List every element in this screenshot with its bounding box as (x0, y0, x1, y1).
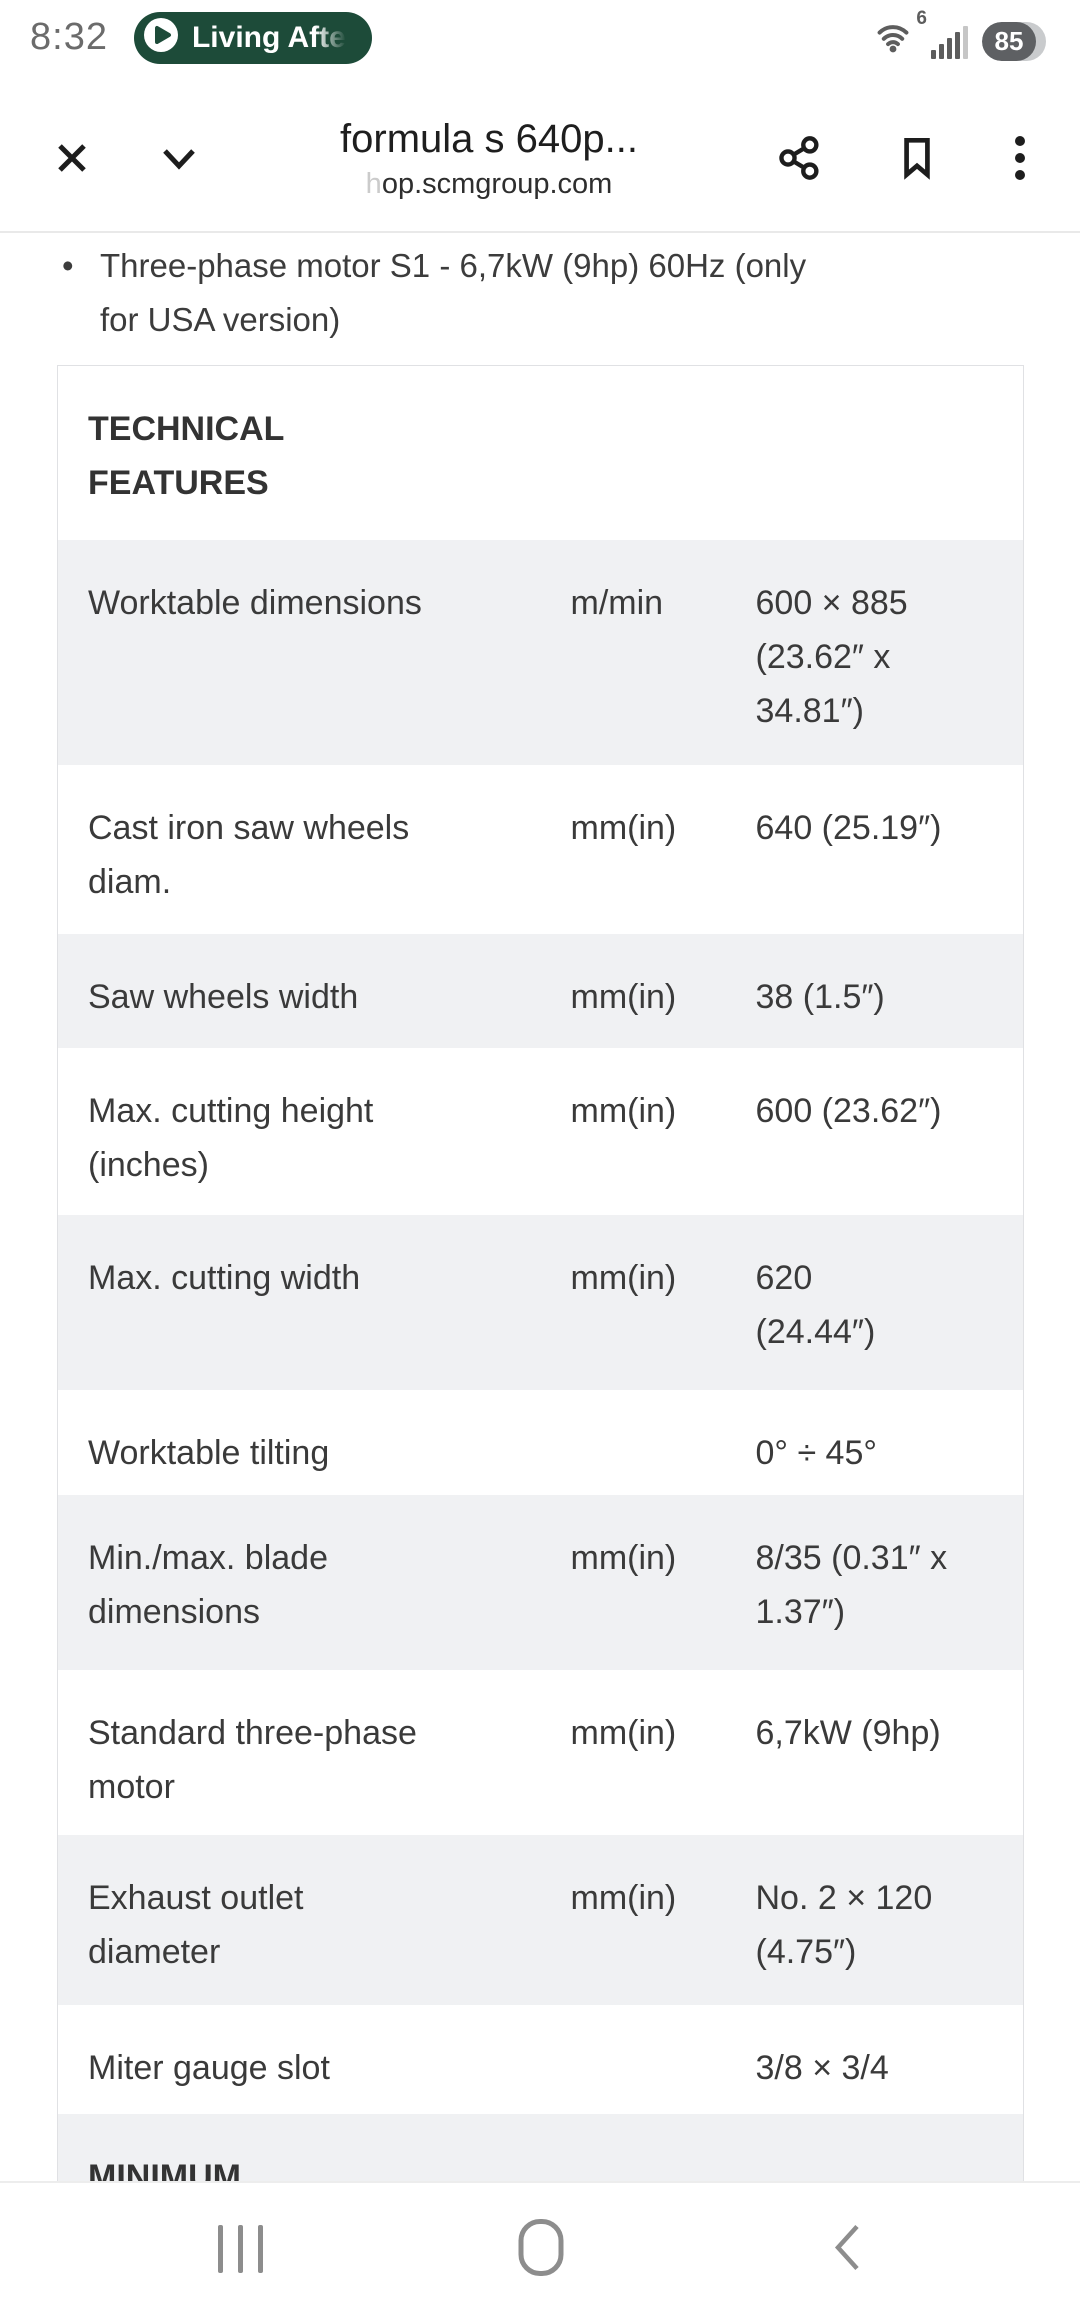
spec-unit-cell: mm(in) (570, 977, 677, 1016)
spec-label-cell: Cast iron saw wheels diam. (88, 808, 410, 901)
spec-value-cell: No. 2 × 120 (4.75″) (755, 1878, 933, 1971)
spec-label-cell: Max. cutting width (88, 1258, 361, 1297)
web-page-content: • Three-phase motor S1 - 6,7kW (9hp) 60H… (0, 233, 1080, 2181)
bullet-text: Three-phase motor S1 - 6,7kW (9hp) 60Hz … (100, 247, 807, 338)
spec-label-cell: Worktable tilting (88, 1433, 330, 1472)
recents-button[interactable] (218, 2224, 263, 2273)
table-row: Worktable dimensions m/min 600 × 885 (23… (57, 539, 1024, 765)
table-section-header-row: TECHNICAL FEATURES (58, 366, 1024, 540)
spec-label-cell: Max. cutting height (inches) (88, 1091, 374, 1184)
spec-label-cell: Standard three-phase motor (88, 1713, 417, 1806)
spec-unit-cell: mm(in) (570, 808, 677, 847)
table-row: Max. cutting height (inches) mm(in) 600 … (58, 1048, 1024, 1215)
list-item: • Three-phase motor S1 - 6,7kW (9hp) 60H… (0, 233, 1080, 347)
spec-unit-cell: mm(in) (570, 1878, 677, 1917)
spec-unit-cell: mm(in) (570, 1538, 677, 1577)
back-icon (830, 2221, 864, 2276)
spec-value-cell: 640 (25.19″) (755, 808, 942, 847)
table-row: Worktable tilting 0° ÷ 45° (58, 1390, 1024, 1495)
cell-signal-icon (931, 26, 968, 59)
spec-value-cell: 0° ÷ 45° (755, 1433, 877, 1472)
spec-unit-cell: mm(in) (570, 1713, 677, 1752)
media-notification-pill[interactable]: Living Afte (133, 11, 372, 64)
url-title-block: formula s 640p... hop.scmgroup.com (202, 117, 776, 201)
wifi-icon: 6 (871, 8, 927, 61)
table-row: Exhaust outlet diameter mm(in) No. 2 × 1… (57, 1834, 1024, 2005)
browser-toolbar: formula s 640p... hop.scmgroup.com (0, 75, 1080, 233)
table-section-header-row: MINIMUM (57, 2113, 1024, 2182)
spec-label-cell: Min./max. blade dimensions (88, 1538, 328, 1631)
spec-unit-cell: m/min (570, 583, 664, 622)
share-icon (776, 134, 824, 185)
spec-label-cell: Exhaust outlet diameter (88, 1878, 304, 1971)
spec-value-cell: 600 (23.62″) (755, 1091, 942, 1130)
spec-value-cell: 3/8 × 3/4 (755, 2048, 889, 2087)
bullet-dot: • (62, 247, 74, 284)
close-icon (50, 136, 94, 183)
back-button[interactable] (830, 2221, 864, 2276)
spec-value-cell: 600 × 885 (23.62″ x 34.81″) (755, 583, 908, 730)
spec-label-cell: Worktable dimensions (88, 583, 422, 622)
spec-value-cell: 620 (24.44″) (755, 1258, 876, 1351)
play-circle-icon (142, 16, 180, 59)
spec-unit-cell: mm(in) (570, 1258, 677, 1297)
notification-pill-label: Living Afte (191, 20, 346, 54)
bottom-nav-bar (0, 2181, 1080, 2314)
home-icon (518, 2218, 564, 2279)
table-row: Cast iron saw wheels diam. mm(in) 640 (2… (58, 765, 1024, 934)
url-text: hop.scmgroup.com (366, 168, 613, 201)
bookmark-icon (894, 133, 940, 186)
chevron-down-icon (156, 136, 202, 183)
spec-unit-cell (541, 2005, 726, 2114)
bookmark-button[interactable] (894, 133, 940, 186)
spec-value-cell: 6,7kW (9hp) (755, 1713, 941, 1752)
close-button[interactable] (50, 136, 94, 183)
clock: 8:32 (30, 16, 108, 58)
recents-icon (218, 2224, 263, 2273)
technical-features-table: TECHNICAL FEATURES Worktable dimensions … (57, 365, 1024, 2181)
table-section-title: TECHNICAL FEATURES (88, 410, 285, 502)
battery-icon: 85 (982, 22, 1046, 61)
spec-unit-cell (541, 1390, 726, 1495)
url-faded-char: h (365, 168, 382, 200)
table-row: Standard three-phase motor mm(in) 6,7kW … (58, 1670, 1024, 1835)
kebab-menu-icon (1010, 133, 1030, 186)
spec-label-cell: Miter gauge slot (88, 2048, 330, 2087)
table-row: Miter gauge slot 3/8 × 3/4 (58, 2005, 1024, 2114)
table-row: Min./max. blade dimensions mm(in) 8/35 (… (57, 1494, 1024, 1670)
share-button[interactable] (776, 134, 824, 185)
spec-value-cell: 8/35 (0.31″ x 1.37″) (755, 1538, 948, 1631)
expand-toolbar-button[interactable] (156, 136, 202, 183)
spec-unit-cell: mm(in) (570, 1091, 677, 1130)
overflow-menu-button[interactable] (1010, 133, 1030, 186)
table-row: Max. cutting width mm(in) 620 (24.44″) (57, 1214, 1024, 1390)
table-row: Saw wheels width mm(in) 38 (1.5″) (57, 933, 1024, 1048)
url-domain: op.scmgroup.com (381, 168, 613, 200)
battery-percent: 85 (982, 22, 1036, 61)
table-section-title: MINIMUM (88, 2157, 241, 2182)
page-title: formula s 640p... (340, 117, 638, 161)
wifi-6-badge: 6 (916, 8, 927, 29)
home-button[interactable] (518, 2218, 564, 2279)
status-bar: 8:32 Living Afte 6 85 (0, 0, 1080, 75)
spec-value-cell: 38 (1.5″) (755, 977, 885, 1016)
spec-label-cell: Saw wheels width (88, 977, 359, 1016)
